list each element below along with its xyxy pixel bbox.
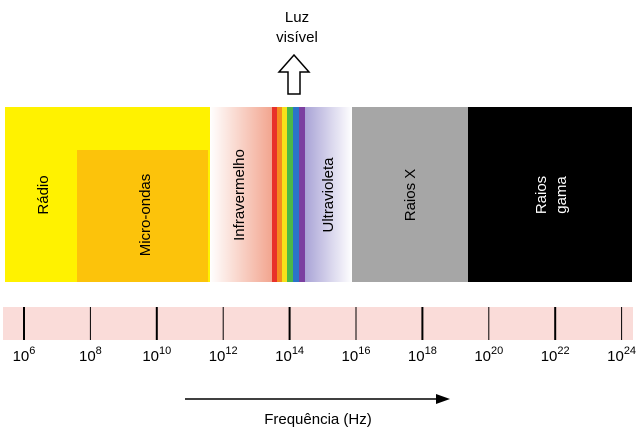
scale-bar [3,307,633,340]
tick-exponent: 10 [159,345,171,357]
tick-exponent: 16 [358,345,370,357]
tick-label: 1012 [209,345,238,365]
tick-exponent: 6 [29,345,35,357]
tick-exponent: 8 [96,345,102,357]
tick-exponent: 22 [557,345,569,357]
tick-label: 1022 [541,345,570,365]
tick-label: 106 [13,345,36,365]
tick-exponent: 14 [292,345,304,357]
up-arrow [277,53,311,95]
stripe [272,107,277,282]
stripe [282,107,287,282]
tick-label: 1016 [342,345,371,365]
tick-label: 108 [79,345,102,365]
tick-label: 1014 [275,345,304,365]
tick-base: 10 [142,348,159,365]
arrow-head [436,394,450,404]
tick-base: 10 [79,348,96,365]
tick-exponent: 18 [425,345,437,357]
tick-exponent: 12 [225,345,237,357]
band-label: Raios X [402,169,419,222]
ultraviolet-band [305,107,352,282]
visible-label: visível [276,29,318,46]
tick-label: 1024 [607,345,636,365]
stripe [299,107,305,282]
visible-label: Luz [285,9,309,26]
scale-ticks: 106 108 1010 1012 1014 1016 1018 1020 1022 1024 [13,307,636,365]
tick-base: 10 [13,348,30,365]
xray-band [352,107,468,282]
stripe [277,107,282,282]
band-label: Ultravioleta [320,157,337,233]
stripe [287,107,293,282]
visible-stripes [272,107,305,282]
tick-base: 10 [408,348,425,365]
tick-base: 10 [474,348,491,365]
gamma-band [468,107,632,282]
band-label: Raios [533,176,550,214]
tick-label: 1020 [474,345,503,365]
band-label: Infravermelho [231,149,248,241]
tick-base: 10 [209,348,226,365]
stripe [293,107,299,282]
infrared-band [210,107,272,282]
band-label: gama [553,176,570,214]
band-label: Micro-ondas [137,174,154,257]
band-label: Rádio [35,175,52,214]
tick-base: 10 [275,348,292,365]
tick-base: 10 [342,348,359,365]
tick-label: 1018 [408,345,437,365]
tick-exponent: 20 [491,345,503,357]
tick-base: 10 [541,348,558,365]
tick-base: 10 [607,348,624,365]
axis-label: Frequência (Hz) [264,411,372,428]
microwave-band [77,150,208,282]
tick-exponent: 24 [624,345,636,357]
tick-label: 1010 [142,345,171,365]
